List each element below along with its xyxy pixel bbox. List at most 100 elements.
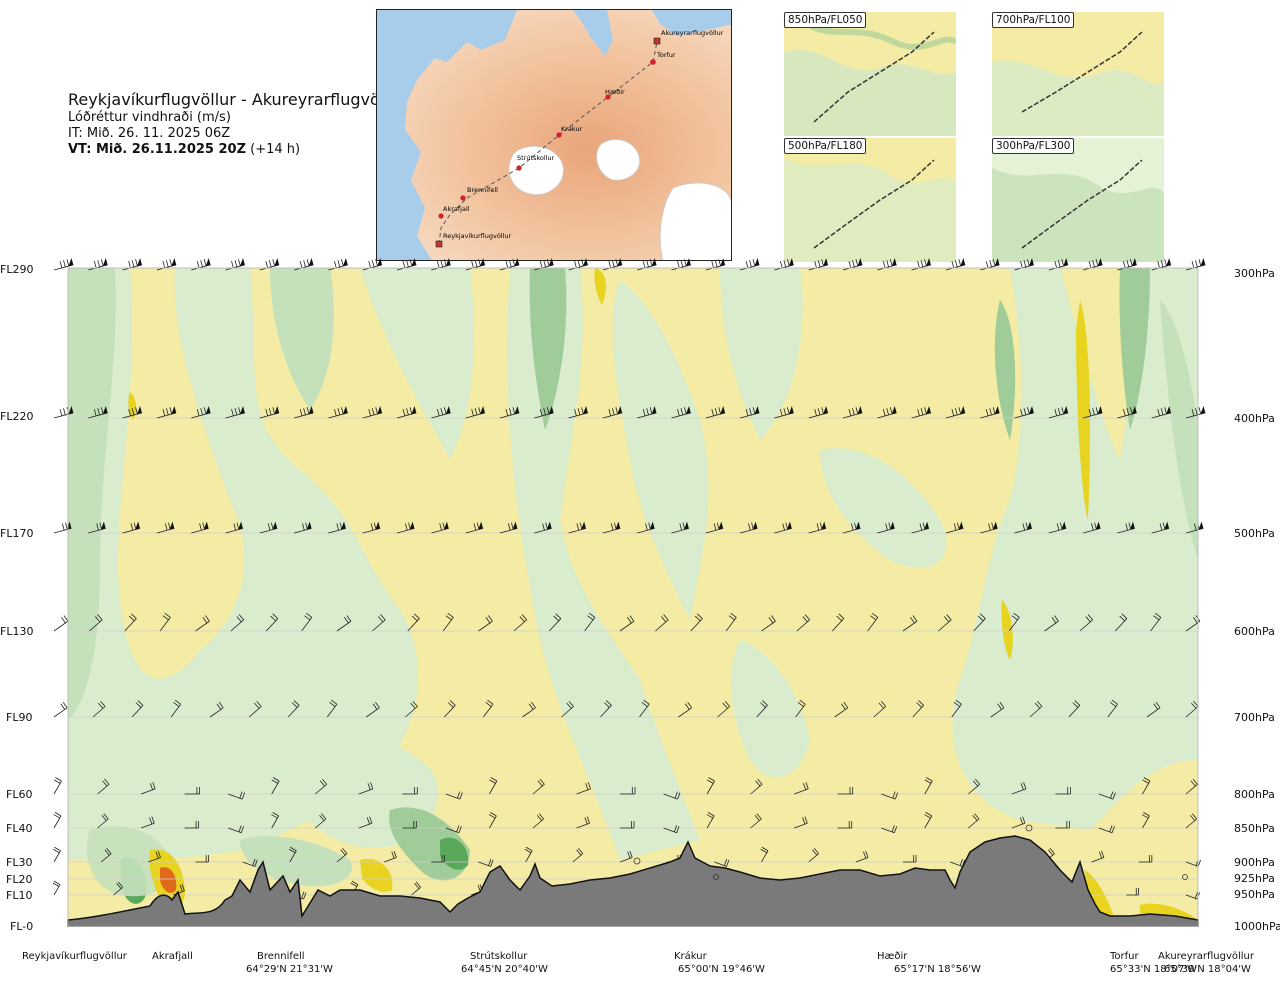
wind-barb-tick: [850, 523, 854, 531]
wind-barb-tick: [760, 702, 766, 708]
pressure-label: 500hPa: [1234, 527, 1275, 540]
wind-barb-tick: [855, 407, 859, 415]
wind-barb-tick: [488, 814, 496, 819]
wind-barb-tick: [817, 408, 821, 416]
wind-barb-tick: [797, 701, 804, 707]
wind-barb-tick: [910, 617, 915, 624]
wind-barb-shaft: [584, 617, 596, 632]
wind-barb: [1091, 850, 1105, 863]
wind-barb-tick: [199, 523, 202, 531]
route-label: Torfur: [656, 51, 676, 59]
wind-barb-tick: [63, 615, 69, 622]
wind-barb-tick: [440, 408, 444, 416]
wind-barb-tick: [920, 260, 924, 268]
wind-barb-tick: [103, 813, 109, 820]
location-coord: 65°39'N 18°04'W: [1164, 964, 1251, 975]
wind-barb-tick: [306, 612, 313, 618]
wind-barb-tick: [1129, 407, 1133, 415]
wind-barb: [366, 701, 380, 718]
wind-barb-tick: [855, 259, 859, 267]
wind-barb-tick: [133, 522, 137, 530]
wind-barb: [326, 699, 338, 718]
wind-barb-flag: [651, 258, 657, 267]
wind-barb-tick: [974, 778, 981, 785]
down-region: [1076, 300, 1090, 520]
wind-barb: [945, 521, 964, 534]
level-map-label: 850hPa/FL050: [784, 12, 867, 28]
wind-barb-tick: [66, 259, 70, 267]
wind-barb-tick: [724, 700, 730, 707]
wind-barb-tick: [676, 826, 680, 833]
wind-barb-tick: [303, 260, 306, 268]
wind-barb-tick: [162, 261, 166, 269]
wind-barb-tick: [1023, 782, 1027, 790]
wind-barb-tick: [646, 408, 649, 416]
down-region: [160, 867, 177, 893]
wind-barb-tick: [1095, 407, 1099, 415]
wind-barb-tick: [236, 616, 242, 623]
fl-label: FL20: [6, 873, 33, 886]
wind-barb-tick: [852, 260, 855, 268]
wind-barb-shaft: [795, 703, 806, 718]
wind-barb-tick: [370, 782, 374, 790]
wind-barb-flag: [102, 406, 108, 415]
wind-barb-flag: [548, 258, 554, 267]
wind-barb: [867, 612, 879, 632]
wind-barb-tick: [200, 260, 203, 268]
wind-barb-tick: [555, 613, 562, 619]
wind-barb: [358, 782, 374, 795]
wind-barb-tick: [1023, 260, 1027, 268]
wind-barb-shaft: [53, 264, 74, 271]
wind-barb-tick: [471, 261, 474, 269]
wind-barb-shaft: [619, 620, 635, 632]
wind-barb-tick: [238, 407, 241, 415]
wind-barb-tick: [946, 614, 952, 621]
wind-barb-tick: [1011, 615, 1018, 621]
wind-barb: [808, 258, 829, 271]
wind-barb-tick: [922, 522, 926, 530]
wind-barb-tick: [649, 407, 653, 415]
wind-barb-tick: [272, 812, 279, 817]
wind-barb-flag: [1200, 258, 1206, 267]
wind-barb-shaft: [97, 784, 110, 795]
wind-barb-tick: [449, 700, 456, 706]
up-region: [529, 268, 567, 430]
wind-barb: [855, 850, 869, 863]
wind-barb-shaft: [739, 264, 760, 271]
wind-barb-flag: [1164, 521, 1170, 530]
wind-barb: [774, 406, 794, 419]
wind-barb-flag: [274, 258, 280, 267]
wind-barb-tick: [137, 700, 144, 706]
wind-barb-tick: [233, 523, 237, 531]
wind-barb-tick: [687, 701, 692, 709]
wind-barb: [191, 521, 209, 534]
wind-barb-tick: [306, 259, 310, 267]
wind-barb: [431, 406, 451, 419]
wind-barb-tick: [319, 815, 325, 821]
wind-barb-shaft: [690, 618, 703, 632]
plot-frame: [67, 267, 1199, 927]
pressure-label: 300hPa: [1234, 267, 1275, 280]
wind-barb-tick: [218, 701, 224, 709]
wind-barb-tick: [814, 261, 817, 269]
wind-barb: [663, 791, 681, 800]
fl-label: FL90: [6, 711, 33, 724]
wind-barb-tick: [771, 615, 776, 622]
wind-barb-tick: [577, 408, 581, 416]
wind-barb-tick: [371, 408, 375, 416]
wind-barb-tick: [100, 407, 104, 415]
wind-barb-tick: [1088, 409, 1092, 417]
pressure-label: 600hPa: [1234, 625, 1275, 638]
wind-barb-tick: [718, 259, 721, 267]
wind-barb-tick: [203, 407, 207, 415]
wind-barb: [1055, 821, 1070, 829]
wind-barb-flag: [137, 406, 142, 415]
wind-barb-tick: [169, 259, 173, 267]
wind-barb-tick: [135, 259, 138, 267]
wind-barb: [968, 813, 980, 829]
wind-barb-tick: [101, 815, 107, 821]
wind-barb: [795, 699, 806, 718]
wind-barb: [794, 816, 808, 829]
up-region: [900, 268, 1198, 830]
wind-barb: [1107, 699, 1118, 718]
